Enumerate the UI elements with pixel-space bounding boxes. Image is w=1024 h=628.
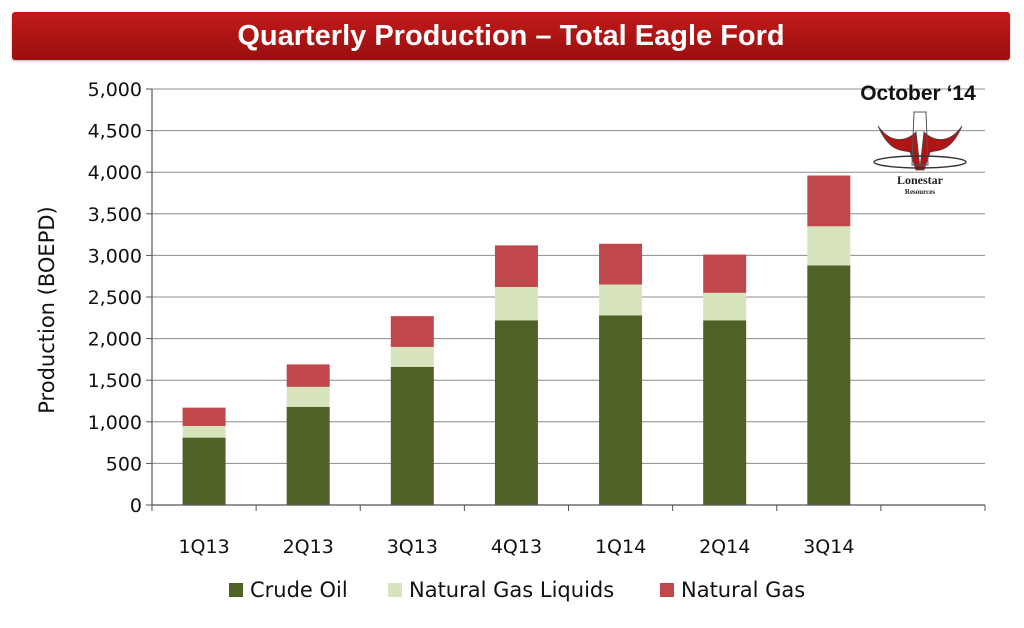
x-tick-label: 2Q14 [699,536,750,558]
legend-label-natural-gas: Natural Gas [681,578,805,602]
bar-crude-oil-1q14 [599,315,643,505]
legend-swatch-natural-gas [660,583,674,597]
y-tick-label: 2,000 [88,329,142,351]
bar-natural-gas-liquids-2q13 [286,386,330,407]
y-tick-label: 3,500 [88,204,142,226]
bar-crude-oil-2q14 [703,320,747,505]
x-axis-labels: 1Q13 2Q13 3Q13 4Q13 1Q14 2Q14 3Q14 [178,536,854,558]
bar-crude-oil-3q13 [390,366,434,505]
logo-tagline: Resources [905,188,935,196]
x-tick-label: 3Q14 [803,536,854,558]
y-axis-title: Production (BOEPD) [35,206,59,413]
x-tick-label: 2Q13 [283,536,334,558]
bar-natural-gas-liquids-1q14 [599,284,643,316]
bar-natural-gas-liquids-2q14 [703,292,747,321]
date-annotation: October ‘14 [860,82,976,105]
bar-natural-gas-4q13 [494,245,538,288]
legend-swatch-crude-oil [229,583,243,597]
bar-natural-gas-3q13 [390,316,434,347]
y-tick-label: 5,000 [88,79,142,101]
legend-swatch-ngl [388,583,402,597]
y-tick-label: 4,500 [88,121,142,143]
bar-crude-oil-2q13 [286,406,330,505]
x-tick-label: 3Q13 [387,536,438,558]
bar-natural-gas-liquids-3q13 [390,346,434,367]
page-title: Quarterly Production – Total Eagle Ford [237,19,785,52]
x-tick-label: 1Q13 [178,536,229,558]
y-tick-label: 1,500 [88,370,142,392]
legend: Crude Oil Natural Gas Liquids Natural Ga… [229,578,805,602]
bar-crude-oil-1q13 [182,437,226,505]
logo-name: Lonestar [897,173,944,187]
bar-natural-gas-1q13 [182,407,226,426]
bar-natural-gas-liquids-4q13 [494,287,538,321]
bar-natural-gas-liquids-1q13 [182,425,226,438]
bar-natural-gas-2q14 [703,254,747,293]
bar-natural-gas-liquids-3q14 [807,226,851,266]
gridlines [152,88,985,464]
y-axis-ticks: 0 500 1,000 1,500 2,000 2,500 3,000 3,500 4,000 4… [88,79,152,517]
axes [151,89,986,511]
longhorn-icon [873,111,967,171]
bar-natural-gas-1q14 [599,243,643,285]
y-tick-label: 500 [106,453,142,475]
x-tick-label: 1Q14 [595,536,646,558]
bar-crude-oil-3q14 [807,265,851,505]
y-tick-label: 4,000 [88,162,142,184]
chart-title-bar: Quarterly Production – Total Eagle Ford [12,12,1010,60]
y-tick-label: 3,000 [88,245,142,267]
bar-natural-gas-3q14 [807,175,851,227]
bar-crude-oil-4q13 [494,320,538,505]
y-tick-label: 2,500 [88,287,142,309]
legend-label-ngl: Natural Gas Liquids [409,578,614,602]
y-tick-label: 1,000 [88,412,142,434]
bars [182,175,851,505]
bar-natural-gas-2q13 [286,364,330,387]
company-logo: October ‘14 Lonestar Resources [860,82,976,196]
y-tick-label: 0 [130,495,142,517]
legend-label-crude-oil: Crude Oil [250,578,348,602]
x-tick-label: 4Q13 [491,536,542,558]
